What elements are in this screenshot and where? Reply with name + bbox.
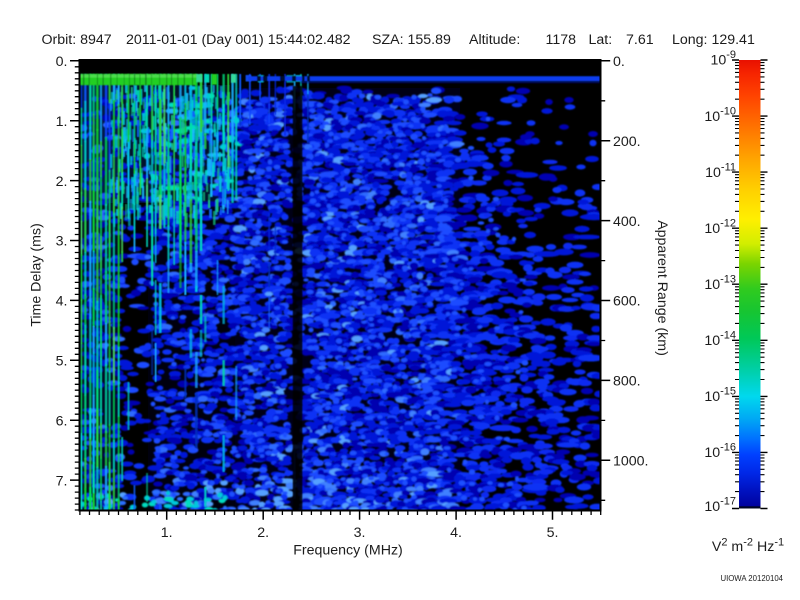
svg-text:Long: 129.41: Long: 129.41 xyxy=(672,32,755,48)
svg-text:Orbit: 8947: Orbit: 8947 xyxy=(42,32,112,48)
svg-text:SZA: 155.89: SZA: 155.89 xyxy=(372,32,451,48)
svg-text:Lat:: Lat: xyxy=(589,32,613,48)
svg-text:Altitude:: Altitude: xyxy=(469,32,520,48)
svg-text:1178: 1178 xyxy=(546,32,577,48)
svg-text:7.61: 7.61 xyxy=(626,32,654,48)
svg-text:2011-01-01 (Day 001) 15:44:02.: 2011-01-01 (Day 001) 15:44:02.482 xyxy=(126,32,351,48)
